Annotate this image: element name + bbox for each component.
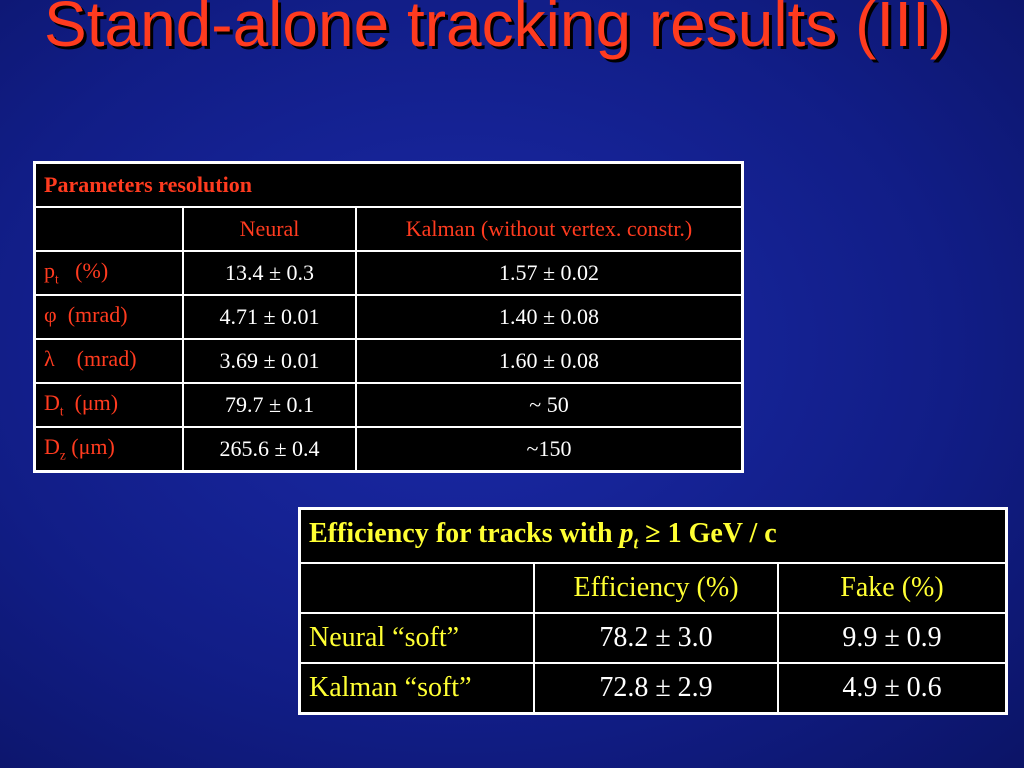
row-label: Neural “soft”: [298, 612, 535, 664]
column-header-kalman: Kalman (without vertex. constr.): [355, 206, 744, 252]
row-label: λ (mrad): [33, 338, 184, 384]
kalman-value: 1.57 ± 0.02: [355, 250, 744, 296]
column-header: [298, 562, 535, 614]
efficiency-value: 78.2 ± 3.0: [533, 612, 779, 664]
table-row: Dt (μm) 79.7 ± 0.1 ~ 50: [33, 382, 744, 428]
efficiency-table: Efficiency for tracks with pt ≥ 1 GeV / …: [298, 507, 1008, 715]
neural-value: 3.69 ± 0.01: [182, 338, 357, 384]
row-label: Dt (μm): [33, 382, 184, 428]
column-header: [33, 206, 184, 252]
table-row: Neural “soft” 78.2 ± 3.0 9.9 ± 0.9: [298, 612, 1008, 664]
column-header-neural: Neural: [182, 206, 357, 252]
kalman-value: 1.60 ± 0.08: [355, 338, 744, 384]
table-row: Dz (μm) 265.6 ± 0.4 ~150: [33, 426, 744, 473]
neural-value: 13.4 ± 0.3: [182, 250, 357, 296]
table-row: λ (mrad) 3.69 ± 0.01 1.60 ± 0.08: [33, 338, 744, 384]
table-row: φ (mrad) 4.71 ± 0.01 1.40 ± 0.08: [33, 294, 744, 340]
row-label: pt (%): [33, 250, 184, 296]
fake-value: 4.9 ± 0.6: [777, 662, 1008, 715]
kalman-value: ~150: [355, 426, 744, 473]
fake-value: 9.9 ± 0.9: [777, 612, 1008, 664]
table-title: Efficiency for tracks with pt ≥ 1 GeV / …: [298, 507, 1008, 564]
column-header-row: Efficiency (%) Fake (%): [298, 562, 1008, 614]
neural-value: 4.71 ± 0.01: [182, 294, 357, 340]
table-row: Kalman “soft” 72.8 ± 2.9 4.9 ± 0.6: [298, 662, 1008, 715]
slide-title: Stand-alone tracking results (III): [44, 0, 952, 60]
kalman-value: 1.40 ± 0.08: [355, 294, 744, 340]
resolution-table: Parameters resolution Neural Kalman (wit…: [33, 161, 744, 473]
column-header-efficiency: Efficiency (%): [533, 562, 779, 614]
row-label: φ (mrad): [33, 294, 184, 340]
kalman-value: ~ 50: [355, 382, 744, 428]
neural-value: 79.7 ± 0.1: [182, 382, 357, 428]
table-header-row: Parameters resolution: [33, 161, 744, 208]
column-header-fake: Fake (%): [777, 562, 1008, 614]
neural-value: 265.6 ± 0.4: [182, 426, 357, 473]
row-label: Kalman “soft”: [298, 662, 535, 715]
column-header-row: Neural Kalman (without vertex. constr.): [33, 206, 744, 252]
efficiency-value: 72.8 ± 2.9: [533, 662, 779, 715]
row-label: Dz (μm): [33, 426, 184, 473]
table-row: pt (%) 13.4 ± 0.3 1.57 ± 0.02: [33, 250, 744, 296]
table-title: Parameters resolution: [33, 161, 744, 208]
table-header-row: Efficiency for tracks with pt ≥ 1 GeV / …: [298, 507, 1008, 564]
